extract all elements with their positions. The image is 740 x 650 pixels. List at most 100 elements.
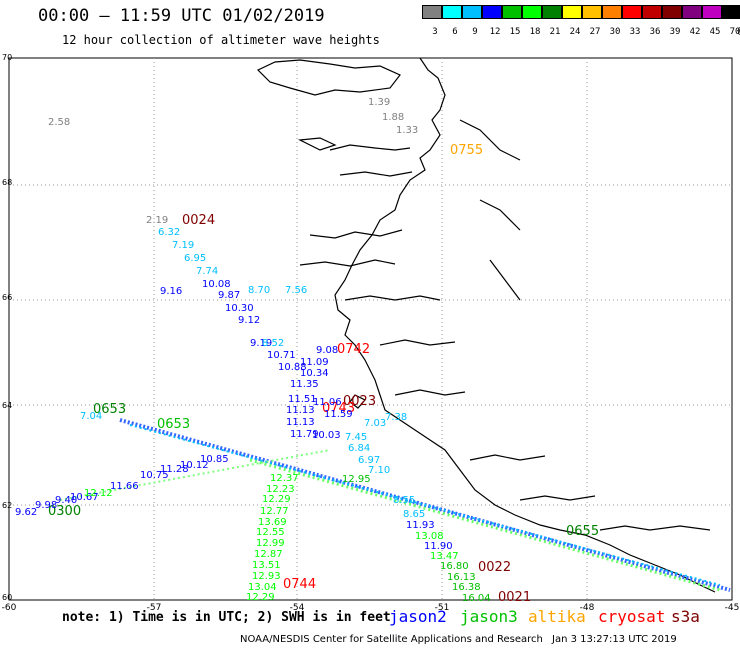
fjord-6 (379, 339, 456, 346)
wave-height-label: 12.12 (84, 488, 113, 499)
footer-timestamp: Jan 3 13:27:13 UTC 2019 (552, 634, 677, 645)
wave-height-label: 13.04 (248, 582, 277, 593)
colorbar-label: 39 (669, 27, 681, 37)
wave-height-label: 10.30 (225, 303, 254, 314)
legend-jason3: jason3 (460, 607, 518, 626)
lat-label: 66 (2, 293, 12, 302)
wave-height-label: 11.28 (160, 464, 189, 475)
colorbar-swatch (662, 5, 682, 19)
time-label: 0655 (566, 524, 599, 539)
wave-height-label: 10.08 (202, 279, 231, 290)
wave-height-label: 9.12 (238, 315, 260, 326)
wave-height-label: 12.87 (254, 549, 283, 560)
satellite-tracks (59, 418, 731, 592)
colorbar-swatch (602, 5, 622, 19)
wave-height-label: 7.38 (385, 412, 407, 423)
colorbar-label: 6 (452, 27, 458, 37)
wave-height-label: 10.12 (180, 460, 209, 471)
map-subtitle: 12 hour collection of altimeter wave hei… (62, 33, 380, 47)
fjord-4 (299, 259, 396, 267)
fjord-1 (329, 144, 411, 151)
wave-height-label: 7.03 (364, 418, 386, 429)
wave-height-label: 7.10 (368, 465, 390, 476)
wave-height-label: 10.85 (200, 454, 229, 465)
colorbar-label: 3 (432, 27, 438, 37)
colorbar-swatch (562, 5, 582, 19)
wave-height-label: 12.37 (270, 473, 299, 484)
lat-label: 62 (2, 501, 12, 510)
colorbar-label: 21 (549, 27, 561, 37)
wave-height-label: 2.19 (146, 215, 168, 226)
time-label: 0653 (157, 417, 190, 432)
island-mid (349, 394, 366, 409)
colorbar-label: 18 (529, 27, 541, 37)
wave-height-label: 13.69 (258, 517, 287, 528)
colorbar-swatch (642, 5, 662, 19)
wave-height-label: 10.88 (278, 362, 307, 373)
lon-label: -60 (2, 603, 17, 613)
colorbar-swatch (482, 5, 502, 19)
wave-height-label: 11.79 (290, 429, 319, 440)
wave-height-label: 1.33 (396, 125, 418, 136)
time-label: 0755 (450, 143, 483, 158)
greenland-coastline (256, 57, 716, 593)
wave-height-label: 16.04 (462, 593, 491, 604)
colorbar-swatch (422, 5, 442, 19)
colorbar-label: 42 (689, 27, 701, 37)
colorbar-label: 36 (649, 27, 661, 37)
wave-height-label: 12.55 (256, 527, 285, 538)
fjord-2 (339, 171, 413, 177)
wave-height-label: 11.90 (424, 541, 453, 552)
note-text: note: 1) Time is in UTC; 2) SWH is in fe… (62, 610, 391, 625)
wave-height-label: 12.29 (246, 592, 275, 603)
wave-height-label: 6.97 (358, 455, 380, 466)
wave-height-label: 7.19 (172, 240, 194, 251)
wave-height-label: 13.47 (430, 551, 459, 562)
fjord-7 (394, 389, 466, 396)
track-line-green-2 (249, 458, 721, 592)
wave-height-label: 9.40 (55, 495, 77, 506)
colorbar-label: 33 (629, 27, 641, 37)
inland-right (459, 119, 521, 301)
legend-s3a: s3a (671, 607, 700, 626)
colorbar-swatch (522, 5, 542, 19)
colorbar-swatch (442, 5, 462, 19)
axis-labels: 70 68 66 64 62 60-60 -57 -54 -51 -48 -45 (2, 53, 740, 613)
wave-height-label: 9.62 (15, 507, 37, 518)
wave-height-label: 16.13 (447, 572, 476, 583)
legend-cryosat: cryosat (598, 607, 666, 626)
wave-height-label: 6.32 (158, 227, 180, 238)
wave-height-label: 9.16 (160, 286, 182, 297)
wave-height-label: 12.29 (262, 494, 291, 505)
colorbar-swatch (502, 5, 522, 19)
wave-height-label: 12.93 (252, 571, 281, 582)
lon-label: -48 (580, 603, 595, 613)
wave-height-label: 2.58 (48, 117, 70, 128)
wave-height-label: 6.84 (348, 443, 370, 454)
colorbar-swatch (722, 5, 740, 19)
wave-height-label: 11.13 (286, 417, 315, 428)
lon-label: -57 (147, 603, 162, 613)
time-label: 0021 (498, 590, 531, 605)
fjord-5 (344, 295, 441, 301)
colorbar-unit: (ft) (736, 27, 740, 37)
time-label: 0024 (182, 213, 215, 228)
lon-label: -45 (725, 603, 740, 613)
wave-height-label: 12.99 (256, 538, 285, 549)
colorbar-swatch (702, 5, 722, 19)
wave-height-label: 8.65 (403, 509, 425, 520)
wave-height-label: 11.13 (286, 405, 315, 416)
colorbar-label: 12 (489, 27, 501, 37)
lon-label: -51 (435, 603, 450, 613)
wave-height-label: 11.06 (313, 397, 342, 408)
wave-height-label: 10.67 (70, 492, 99, 503)
track-line-green (59, 449, 331, 501)
wave-height-label: 8.55 (393, 495, 415, 506)
wave-height-label: 11.35 (290, 379, 319, 390)
wave-height-label: 7.45 (345, 432, 367, 443)
map-frame (8, 57, 733, 601)
wave-height-label: 10.34 (300, 368, 329, 379)
wave-height-label: 16.80 (440, 561, 469, 572)
